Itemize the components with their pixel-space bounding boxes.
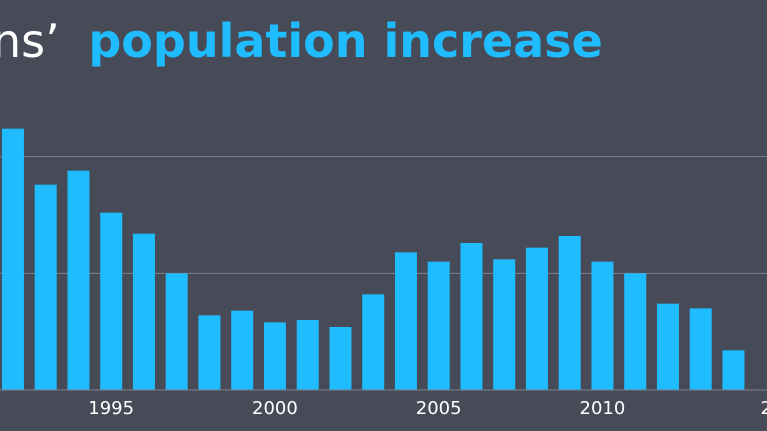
bar-2006 — [460, 243, 483, 390]
x-tick-label: 2 — [760, 398, 767, 419]
bar-1994 — [67, 170, 90, 390]
bar-2014 — [722, 350, 745, 390]
bar-1998 — [198, 315, 221, 390]
bars — [1, 128, 745, 390]
bar-1993 — [34, 184, 57, 390]
bar-2005 — [427, 261, 450, 390]
bar-2004 — [394, 252, 417, 390]
bar-2001 — [296, 320, 319, 390]
bar-1996 — [132, 233, 155, 390]
chart-title: ns’ population increase — [0, 14, 603, 68]
bar-2003 — [362, 294, 385, 390]
bar-1995 — [100, 212, 123, 390]
bar-2002 — [329, 327, 352, 390]
bar-2008 — [525, 247, 548, 390]
x-tick-label: 2000 — [252, 398, 298, 419]
chart-title-prefix: ns’ — [0, 14, 60, 68]
bar-1999 — [231, 310, 254, 390]
bar-2009 — [558, 236, 581, 390]
bar-2013 — [689, 308, 712, 390]
bar-2010 — [591, 261, 614, 390]
bar-2012 — [656, 303, 679, 390]
x-axis-ticks: 1995 2000 2005 2010 2 — [88, 398, 767, 419]
x-tick-label: 2005 — [416, 398, 462, 419]
bar-1997 — [165, 273, 188, 390]
bar-2007 — [493, 259, 516, 390]
bar-2000 — [263, 322, 286, 390]
bar-1992 — [1, 128, 24, 390]
x-tick-label: 2010 — [580, 398, 626, 419]
bar-2011 — [624, 273, 647, 390]
chart-title-main: population increase — [88, 14, 602, 68]
x-tick-label: 1995 — [88, 398, 134, 419]
